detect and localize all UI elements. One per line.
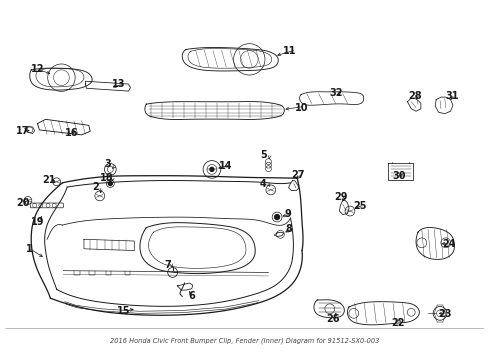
Text: 3: 3 <box>104 159 111 169</box>
Text: 31: 31 <box>445 91 458 101</box>
Text: 9: 9 <box>284 208 290 219</box>
Text: 11: 11 <box>283 46 296 56</box>
Text: 25: 25 <box>352 202 366 211</box>
Text: 22: 22 <box>390 318 404 328</box>
Text: 17: 17 <box>16 126 30 136</box>
Text: 26: 26 <box>325 314 339 324</box>
Text: 23: 23 <box>437 309 450 319</box>
Text: 16: 16 <box>65 129 79 139</box>
Text: 30: 30 <box>391 171 405 181</box>
Text: 7: 7 <box>164 260 171 270</box>
Text: 10: 10 <box>295 103 308 113</box>
Text: 24: 24 <box>441 239 454 248</box>
Text: 29: 29 <box>334 192 347 202</box>
Text: 27: 27 <box>291 170 305 180</box>
Text: 19: 19 <box>31 217 44 227</box>
Text: 28: 28 <box>407 91 421 101</box>
Text: 32: 32 <box>329 87 343 98</box>
Text: 1: 1 <box>26 244 33 254</box>
Text: 18: 18 <box>100 173 114 183</box>
Text: 2016 Honda Civic Front Bumper Clip, Fender (Inner) Diagram for 91512-SX0-003: 2016 Honda Civic Front Bumper Clip, Fend… <box>110 337 378 344</box>
Text: 20: 20 <box>16 198 30 208</box>
Text: 12: 12 <box>31 64 44 74</box>
Circle shape <box>108 181 112 185</box>
Text: 8: 8 <box>285 224 291 234</box>
Text: 15: 15 <box>117 306 130 316</box>
Text: 13: 13 <box>111 79 125 89</box>
Text: 6: 6 <box>188 292 195 301</box>
Text: 2: 2 <box>92 182 99 192</box>
Text: 4: 4 <box>259 179 265 189</box>
Text: 14: 14 <box>218 161 232 171</box>
Text: 5: 5 <box>260 150 266 159</box>
Circle shape <box>209 167 213 171</box>
Text: 21: 21 <box>42 175 56 185</box>
Circle shape <box>274 215 279 220</box>
